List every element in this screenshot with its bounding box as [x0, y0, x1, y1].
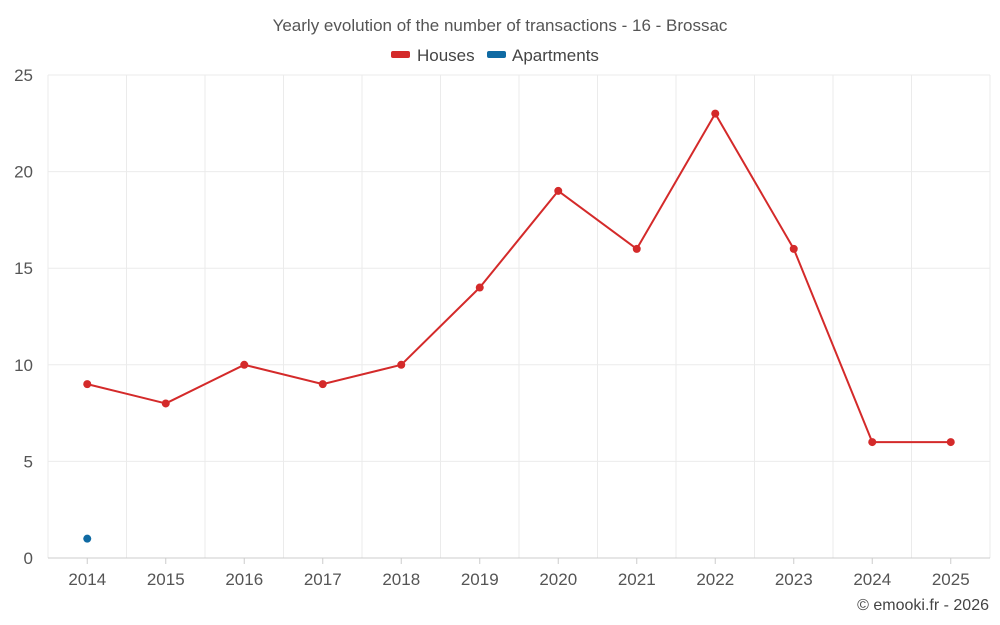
data-point-houses[interactable] [632, 244, 641, 253]
data-point-houses[interactable] [946, 438, 955, 447]
x-tick-label: 2019 [461, 570, 499, 589]
data-point-apartments[interactable] [83, 534, 92, 543]
data-point-houses[interactable] [397, 360, 406, 369]
legend-swatch-apartments [487, 51, 506, 58]
x-tick-label: 2016 [225, 570, 263, 589]
series-line-houses [87, 112, 951, 444]
grid [47, 74, 991, 558]
y-tick-label: 25 [14, 66, 33, 85]
credit-text: © emooki.fr - 2026 [857, 597, 989, 614]
x-tick-label: 2025 [932, 570, 970, 589]
y-axis: 0 5 10 15 20 25 [14, 66, 33, 568]
data-point-houses[interactable] [83, 380, 92, 389]
data-point-houses[interactable] [868, 438, 877, 447]
x-tick-label: 2024 [853, 570, 891, 589]
legend: Houses Apartments [391, 46, 599, 65]
x-tick-label: 2018 [382, 570, 420, 589]
x-tick-label: 2021 [618, 570, 656, 589]
y-tick-label: 5 [24, 452, 33, 471]
data-point-houses[interactable] [318, 380, 327, 389]
data-point-houses[interactable] [789, 244, 798, 253]
legend-item-houses[interactable]: Houses [391, 46, 475, 65]
x-tick-label: 2014 [68, 570, 106, 589]
legend-label-apartments: Apartments [512, 46, 599, 65]
x-axis: 2014 2015 2016 2017 2018 2019 2020 2021 2022 2023… [48, 557, 990, 589]
x-tick-label: 2023 [775, 570, 813, 589]
x-tick-label: 2022 [696, 570, 734, 589]
legend-item-apartments[interactable]: Apartments [487, 46, 599, 65]
x-tick-label: 2017 [304, 570, 342, 589]
y-tick-label: 10 [14, 356, 33, 375]
data-point-houses[interactable] [475, 283, 484, 292]
y-tick-label: 0 [24, 549, 33, 568]
chart-title: Yearly evolution of the number of transa… [273, 16, 728, 35]
data-point-houses[interactable] [554, 186, 563, 195]
data-point-houses[interactable] [240, 360, 249, 369]
y-tick-label: 20 [14, 163, 33, 182]
legend-swatch-houses [391, 51, 410, 58]
x-tick-label: 2015 [147, 570, 185, 589]
x-tick-label: 2020 [539, 570, 577, 589]
y-tick-label: 15 [14, 259, 33, 278]
data-point-houses[interactable] [161, 399, 170, 408]
series-layer [83, 109, 955, 543]
data-point-houses[interactable] [711, 109, 720, 118]
legend-label-houses: Houses [417, 46, 475, 65]
